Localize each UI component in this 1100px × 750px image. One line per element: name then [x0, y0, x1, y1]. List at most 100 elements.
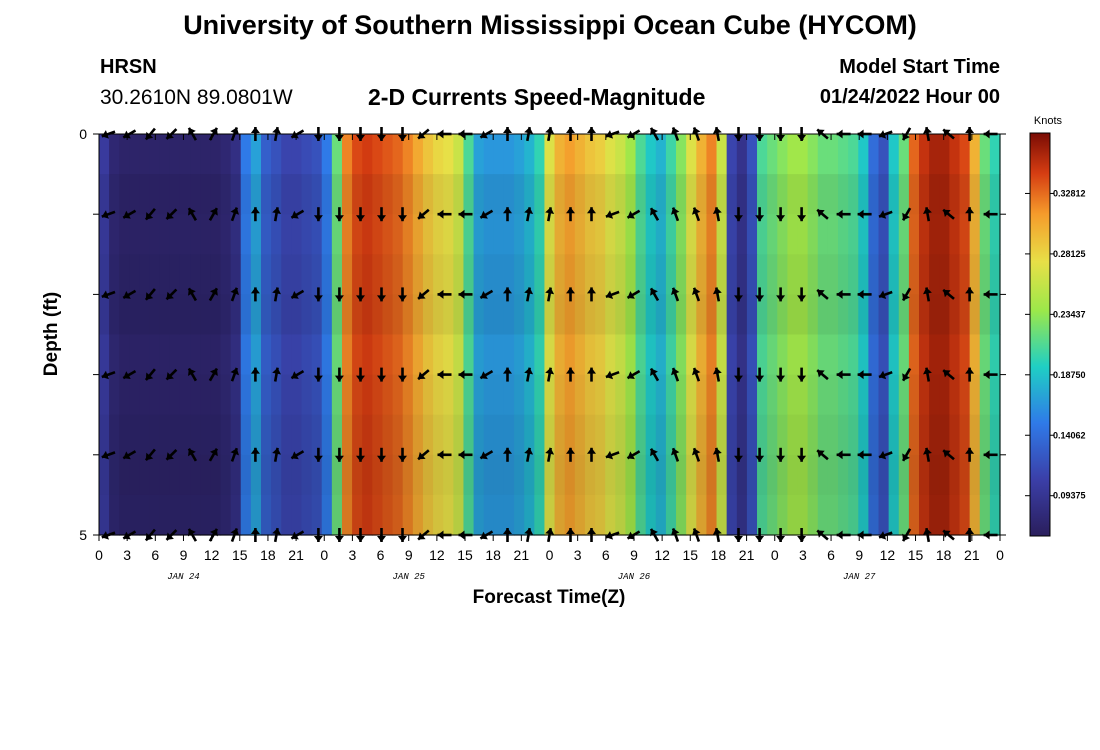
- vector-head: [566, 127, 575, 133]
- heatmap-cell: [584, 374, 596, 416]
- heatmap-cell: [179, 254, 191, 295]
- current-vector: [187, 448, 198, 462]
- heatmap-cell: [271, 134, 282, 175]
- current-vector: [545, 287, 555, 302]
- heatmap-cell: [352, 334, 363, 376]
- vector-head: [291, 291, 299, 299]
- current-vector: [923, 447, 932, 462]
- heatmap-cell: [139, 494, 151, 536]
- day-label: JAN 27: [843, 572, 876, 582]
- heatmap-cell: [493, 214, 505, 255]
- heatmap-cell: [321, 334, 333, 376]
- heatmap-cell: [757, 134, 768, 175]
- heatmap-cell: [959, 414, 971, 456]
- heatmap-cell: [149, 454, 161, 496]
- heatmap-cell: [665, 214, 677, 255]
- heatmap-cell: [736, 294, 748, 336]
- heatmap-cell: [352, 254, 363, 295]
- vector-head: [817, 209, 825, 217]
- x-tick-label: 15: [232, 547, 248, 563]
- heatmap-cell: [686, 494, 697, 536]
- current-vector: [290, 289, 305, 300]
- heatmap-cell: [534, 174, 546, 215]
- current-vector: [479, 289, 494, 300]
- heatmap-cell: [716, 374, 728, 416]
- current-vector: [605, 210, 620, 219]
- heatmap-cell: [311, 334, 323, 376]
- heatmap-cell: [888, 454, 900, 496]
- heatmap-cell: [706, 134, 718, 175]
- current-vector: [503, 447, 512, 462]
- current-vector: [334, 207, 344, 222]
- heatmap-cell: [149, 254, 161, 295]
- current-vector: [923, 367, 932, 382]
- heatmap-cell: [989, 254, 1001, 295]
- current-vector: [816, 288, 829, 300]
- vector-head: [965, 367, 975, 374]
- current-vector: [983, 370, 998, 380]
- heatmap-cell: [807, 214, 819, 255]
- vector-head: [734, 536, 743, 542]
- heatmap-cell: [463, 254, 475, 295]
- heatmap-cell: [797, 454, 809, 496]
- heatmap-cell: [868, 494, 880, 536]
- heatmap-cell: [392, 494, 404, 536]
- heatmap-cell: [797, 174, 809, 215]
- heatmap-cell: [139, 414, 151, 456]
- current-vector: [942, 449, 955, 461]
- heatmap-cell: [473, 134, 485, 175]
- heatmap-cell: [584, 134, 596, 175]
- heatmap-cell: [817, 414, 829, 456]
- current-vector: [290, 369, 305, 380]
- heatmap-cell: [321, 494, 333, 536]
- heatmap-cell: [595, 214, 606, 255]
- heatmap-cell: [908, 214, 920, 255]
- vector-head: [923, 127, 932, 134]
- vector-head: [734, 135, 743, 141]
- heatmap-cell: [888, 334, 900, 376]
- current-vector: [377, 367, 386, 382]
- heatmap-cell: [736, 374, 748, 416]
- heatmap-cell: [665, 254, 677, 295]
- heatmap-cell: [129, 454, 141, 496]
- heatmap-cell: [686, 214, 697, 255]
- current-vector: [122, 369, 137, 380]
- heatmap-cell: [392, 374, 404, 416]
- vector-head: [377, 215, 386, 222]
- heatmap-cell: [817, 294, 829, 336]
- heatmap-cell: [291, 374, 303, 416]
- heatmap-cell: [655, 174, 667, 215]
- heatmap-cell: [483, 334, 495, 376]
- current-vector: [836, 289, 851, 299]
- heatmap-cell: [787, 214, 799, 255]
- current-vector: [965, 287, 975, 302]
- heatmap-cell: [989, 414, 1001, 456]
- heatmap-cell: [271, 254, 282, 295]
- vector-head: [356, 295, 365, 302]
- x-tick-label: 12: [204, 547, 220, 563]
- heatmap-cell: [200, 334, 211, 376]
- heatmap-cell: [564, 134, 576, 175]
- heatmap-cell: [676, 134, 687, 175]
- heatmap-cell: [564, 374, 576, 416]
- heatmap-cell: [908, 174, 920, 215]
- heatmap-cell: [746, 454, 758, 496]
- heatmap-cell: [331, 494, 343, 536]
- heatmap-cell: [767, 214, 778, 255]
- vector-head: [210, 368, 218, 376]
- heatmap-cell: [190, 174, 201, 215]
- heatmap-cell: [574, 214, 586, 255]
- heatmap-cell: [716, 454, 728, 496]
- heatmap-cell: [210, 294, 222, 336]
- heatmap-cell: [372, 334, 384, 376]
- vector-head: [776, 375, 786, 382]
- heatmap-cell: [777, 494, 788, 536]
- heatmap-cell: [412, 494, 424, 536]
- heatmap-cell: [655, 454, 667, 496]
- heatmap-cell: [271, 174, 282, 215]
- vector-head: [692, 287, 701, 295]
- heatmap-cell: [321, 214, 333, 255]
- heatmap-cell: [99, 374, 110, 416]
- heatmap-cell: [362, 254, 373, 295]
- vector-head: [272, 287, 281, 295]
